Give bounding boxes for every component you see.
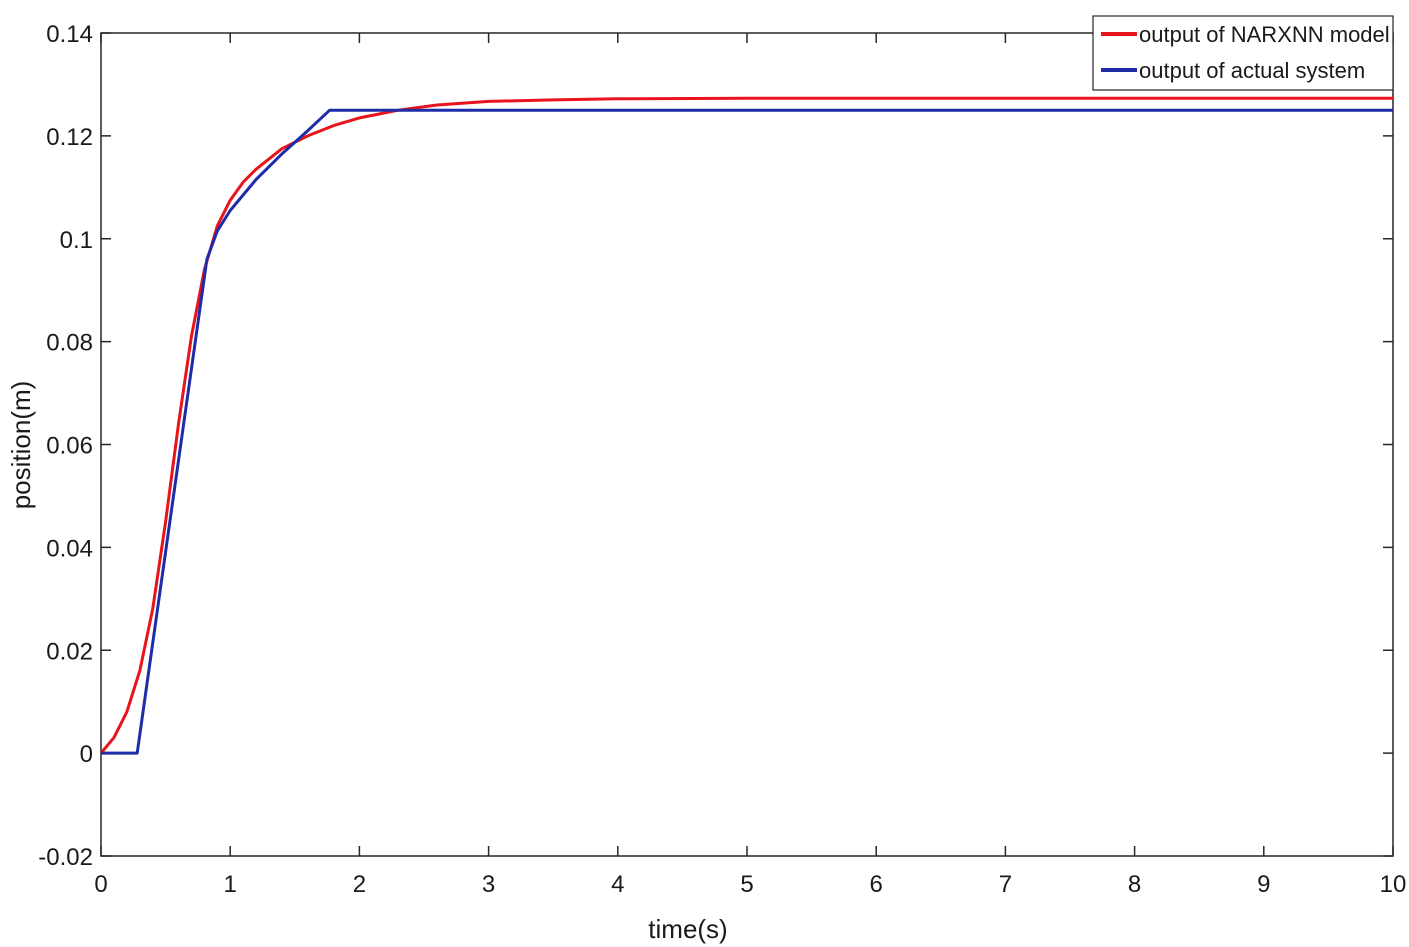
ticks-layer: 0 1 2 3 4 5 6 7 8 9 10-0.0200.020.040.060.080.10.1… bbox=[38, 21, 1406, 898]
y-tick-label: 0.12 bbox=[46, 124, 93, 151]
y-tick-label: 0.06 bbox=[46, 433, 93, 460]
x-tick-label: 3 bbox=[482, 871, 495, 898]
plot-area bbox=[100, 32, 1394, 857]
x-tick-label: 6 bbox=[870, 871, 883, 898]
legend-box bbox=[1092, 15, 1394, 91]
series-line-2 bbox=[101, 108, 1393, 755]
y-tick-label: 0.02 bbox=[46, 638, 93, 665]
y-tick-label: 0.08 bbox=[46, 330, 93, 357]
y-tick-label: 0.1 bbox=[60, 227, 93, 254]
x-tick-label: 5 bbox=[740, 871, 753, 898]
lines-layer bbox=[99, 96, 1393, 755]
x-tick-label: 2 bbox=[353, 871, 366, 898]
x-tick-label: 9 bbox=[1257, 871, 1270, 898]
legend-label: output of NARXNN model bbox=[1139, 22, 1390, 47]
x-tick-label: 4 bbox=[611, 871, 624, 898]
y-axis-title: position(m) bbox=[6, 381, 36, 510]
y-tick-label: 0 bbox=[80, 741, 93, 768]
x-tick-label: 0 bbox=[94, 871, 107, 898]
y-tick-label: 0.14 bbox=[46, 21, 93, 48]
legend: output of NARXNN model output of actual s… bbox=[1092, 15, 1394, 91]
x-axis-title: time(s) bbox=[648, 914, 727, 944]
y-tick-label: 0.04 bbox=[46, 535, 93, 562]
y-tick-label: -0.02 bbox=[38, 844, 93, 871]
x-tick-label: 8 bbox=[1128, 871, 1141, 898]
legend-label: output of actual system bbox=[1139, 58, 1365, 83]
x-tick-label: 10 bbox=[1380, 871, 1407, 898]
x-tick-label: 1 bbox=[224, 871, 237, 898]
x-tick-label: 7 bbox=[999, 871, 1012, 898]
